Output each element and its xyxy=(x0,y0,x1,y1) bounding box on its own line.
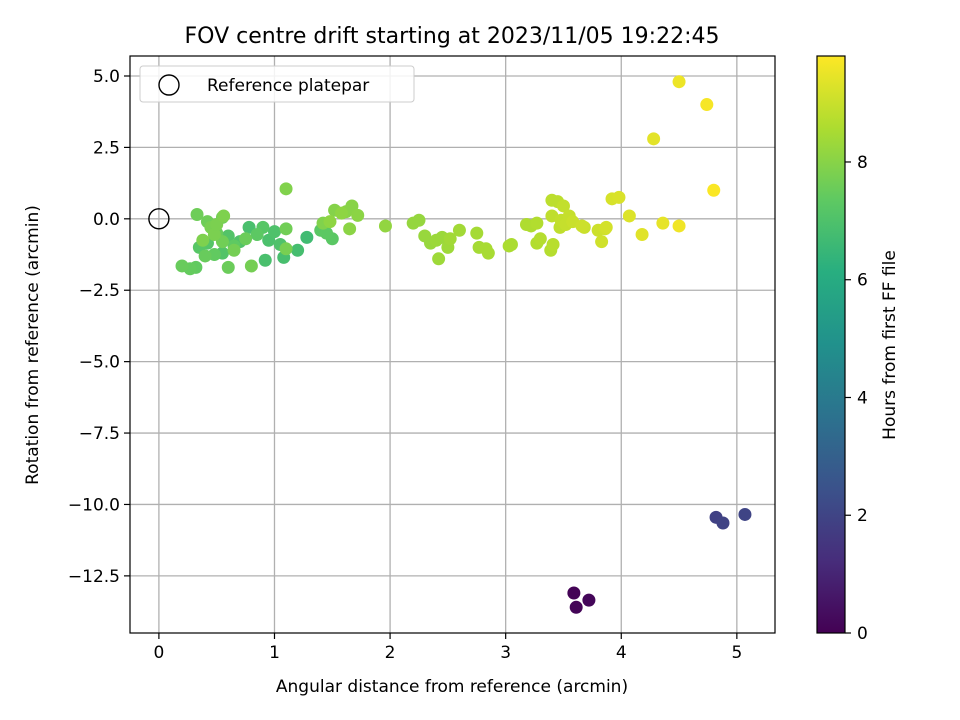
data-point xyxy=(267,225,281,239)
y-axis-label: Rotation from reference (arcmin) xyxy=(23,205,43,485)
x-tick-label: 0 xyxy=(153,643,164,663)
data-point xyxy=(582,593,596,607)
data-point xyxy=(279,242,293,256)
data-point xyxy=(351,208,365,222)
x-tick-label: 5 xyxy=(731,643,742,663)
data-point xyxy=(452,223,466,237)
data-point xyxy=(207,228,221,242)
data-point xyxy=(343,222,357,236)
data-point xyxy=(345,199,359,213)
data-point xyxy=(656,216,670,230)
data-point xyxy=(190,208,204,222)
data-point xyxy=(258,253,272,267)
y-tick-label: −7.5 xyxy=(79,424,120,444)
x-axis-label: Angular distance from reference (arcmin) xyxy=(276,677,628,697)
legend-label: Reference platepar xyxy=(207,76,369,96)
data-point xyxy=(612,190,626,204)
colorbar-tick-label: 4 xyxy=(857,388,868,408)
colorbar-tick-label: 0 xyxy=(857,624,868,644)
data-point xyxy=(569,600,583,614)
data-point xyxy=(279,222,293,236)
data-point xyxy=(412,213,426,227)
colorbar-ticks: 0 2 4 6 8 xyxy=(845,153,868,644)
data-point xyxy=(567,586,581,600)
data-point xyxy=(244,259,258,273)
data-point xyxy=(291,243,305,257)
colorbar-tick-label: 8 xyxy=(857,153,868,173)
colorbar-tick-label: 6 xyxy=(857,271,868,291)
data-point xyxy=(672,75,686,89)
data-point xyxy=(300,230,314,244)
data-point xyxy=(198,249,212,263)
colorbar-tick-label: 2 xyxy=(857,506,868,526)
data-point xyxy=(556,199,570,213)
data-point xyxy=(217,209,231,223)
data-point xyxy=(647,132,661,146)
data-point xyxy=(432,252,446,266)
y-tick-label: 0.0 xyxy=(93,210,120,230)
data-point xyxy=(175,259,189,273)
y-tick-label: −2.5 xyxy=(79,281,120,301)
x-tick-label: 4 xyxy=(616,643,627,663)
data-point xyxy=(530,216,544,230)
data-point xyxy=(443,232,457,246)
colorbar: 0 2 4 6 8 Hours from first FF file xyxy=(816,55,900,644)
data-point xyxy=(470,226,484,240)
data-point xyxy=(672,219,686,233)
data-point xyxy=(622,209,636,223)
plot-frame xyxy=(129,55,776,634)
colorbar-gradient xyxy=(816,55,846,634)
data-point xyxy=(378,219,392,233)
data-point xyxy=(546,238,560,252)
x-tick-label: 1 xyxy=(269,643,280,663)
data-point xyxy=(707,183,721,197)
reference-platepar-marker xyxy=(148,208,170,230)
x-axis-ticks: 0 1 2 3 4 5 xyxy=(153,633,742,663)
grid-lines xyxy=(130,56,775,633)
data-points xyxy=(175,75,752,614)
x-tick-label: 2 xyxy=(385,643,396,663)
data-point xyxy=(279,182,293,196)
colorbar-label: Hours from first FF file xyxy=(880,250,900,440)
data-point xyxy=(595,235,609,249)
data-point xyxy=(481,246,495,260)
data-point xyxy=(504,238,518,252)
data-point xyxy=(196,233,210,247)
y-tick-label: 5.0 xyxy=(93,67,120,87)
chart-title: FOV centre drift starting at 2023/11/05 … xyxy=(185,24,720,49)
data-point xyxy=(635,228,649,242)
data-point xyxy=(716,516,730,530)
legend: Reference platepar xyxy=(139,65,415,103)
data-point xyxy=(599,220,613,234)
y-tick-label: −5.0 xyxy=(79,353,120,373)
data-point xyxy=(575,219,589,233)
data-point xyxy=(320,226,334,240)
legend-marker-icon xyxy=(158,74,180,96)
data-point xyxy=(323,215,337,229)
data-point xyxy=(227,243,241,257)
y-tick-label: −12.5 xyxy=(68,567,120,587)
data-point xyxy=(533,232,547,246)
y-tick-label: −10.0 xyxy=(68,495,120,515)
x-tick-label: 3 xyxy=(500,643,511,663)
data-point xyxy=(738,507,752,521)
y-tick-label: 2.5 xyxy=(93,138,120,158)
data-point xyxy=(221,260,235,274)
data-point xyxy=(700,98,714,112)
legend-box xyxy=(139,65,415,103)
data-point xyxy=(239,232,253,246)
y-axis-ticks: 5.0 2.5 0.0 −2.5 −5.0 −7.5 −10.0 −12.5 xyxy=(68,67,130,587)
data-point xyxy=(250,228,264,242)
data-point xyxy=(335,206,349,220)
